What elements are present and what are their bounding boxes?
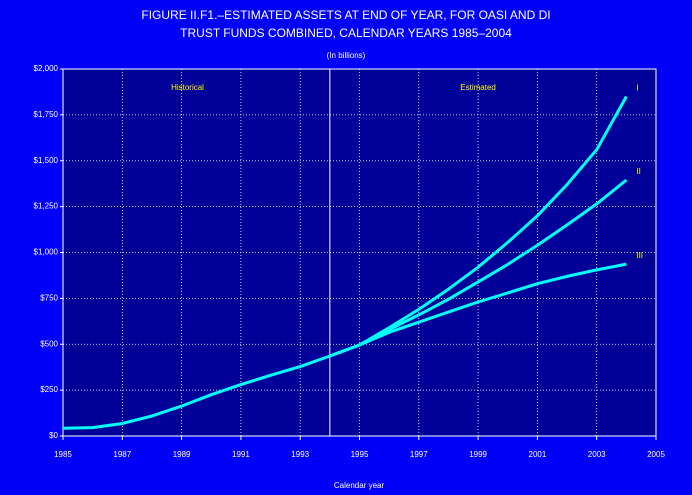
data-line [329, 178, 628, 358]
y-tick-label: $1,500 [34, 156, 59, 165]
x-tick-label: 1987 [113, 450, 131, 459]
x-tick-label: 1993 [291, 450, 309, 459]
x-tick-label: 2001 [529, 450, 547, 459]
data-line [329, 262, 627, 358]
y-tick-label: $750 [40, 293, 58, 302]
annotation: Historical [171, 83, 204, 92]
x-tick-label: 1991 [232, 450, 250, 459]
x-tick-label: 2005 [647, 450, 665, 459]
y-tick-label: $1,250 [34, 202, 59, 211]
x-tick-label: 1997 [410, 450, 428, 459]
series-label: II [636, 167, 640, 176]
y-tick-label: $0 [49, 431, 58, 440]
y-tick-label: $1,000 [34, 248, 59, 257]
plot-frame [62, 68, 657, 437]
chart-title: FIGURE II.F1.–ESTIMATED ASSETS AT END OF… [141, 8, 550, 22]
x-tick-label: 1999 [469, 450, 487, 459]
series-label: III [636, 251, 643, 260]
subtitle: (In billions) [327, 51, 366, 60]
annotation: Estimated [460, 83, 496, 92]
chart-title: TRUST FUNDS COMBINED, CALENDAR YEARS 198… [180, 26, 512, 40]
y-tick-label: $250 [40, 385, 58, 394]
y-tick-label: $2,000 [34, 64, 59, 73]
y-tick-label: $500 [40, 339, 58, 348]
y-tick-label: $1,750 [34, 110, 59, 119]
x-tick-label: 1995 [351, 450, 369, 459]
x-tick-label: 1985 [54, 450, 72, 459]
series-label: I [636, 84, 638, 93]
x-tick-label: 1989 [173, 450, 191, 459]
data-line [62, 354, 331, 430]
x-axis-label: Calendar year [334, 481, 385, 490]
x-tick-label: 2003 [588, 450, 606, 459]
